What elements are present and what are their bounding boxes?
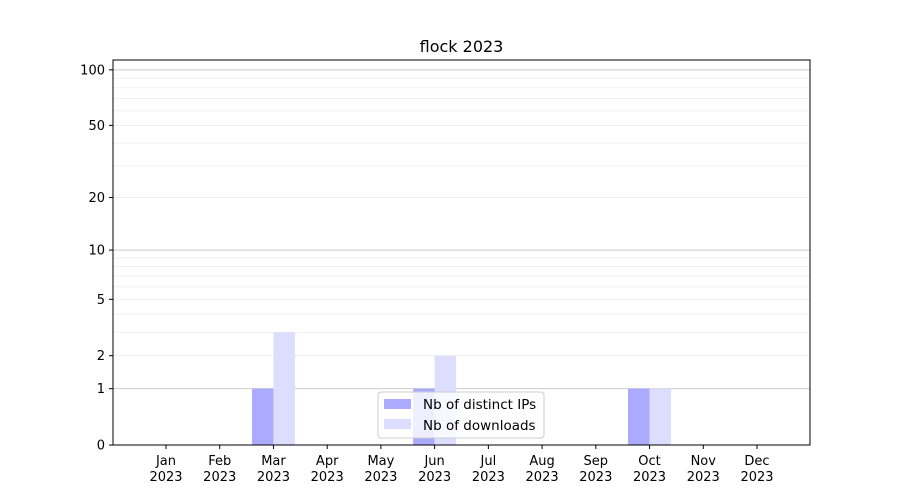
bar-downloads: [649, 388, 672, 445]
x-tick-label: 2023: [633, 470, 666, 485]
legend-swatch-ips: [384, 399, 411, 409]
y-tick-label: 0: [97, 439, 105, 454]
x-tick-label: Apr: [316, 454, 339, 469]
y-axis: 0 1 2 5 10 20 50 100: [80, 63, 113, 454]
y-tick-label: 5: [97, 293, 105, 308]
legend: Nb of distinct IPs Nb of downloads: [377, 391, 545, 439]
bar-ips: [251, 388, 274, 445]
x-tick-label: Jan: [155, 454, 176, 469]
x-tick-label: Nov: [691, 454, 717, 469]
y-tick-label: 100: [80, 63, 105, 78]
x-tick-label: Mar: [261, 454, 286, 469]
y-tick-label: 1: [97, 382, 105, 397]
x-tick-label: Oct: [638, 454, 660, 469]
x-tick-label: 2023: [311, 470, 344, 485]
legend-label-ips: Nb of distinct IPs: [423, 397, 536, 413]
x-axis: Jan2023Feb2023Mar2023Apr2023May2023Jun20…: [149, 445, 774, 485]
y-tick-label: 10: [88, 244, 105, 259]
chart-title: flock 2023: [420, 37, 504, 56]
x-tick-label: 2023: [257, 470, 290, 485]
x-tick-label: Aug: [529, 454, 554, 469]
bar-ips: [628, 388, 650, 445]
y-tick-label: 50: [88, 119, 105, 134]
x-tick-label: 2023: [418, 470, 451, 485]
x-tick-label: Sep: [584, 454, 609, 469]
bar-downloads: [273, 332, 295, 445]
x-tick-label: May: [367, 454, 394, 469]
grid: [113, 69, 810, 390]
x-tick-label: 2023: [687, 470, 720, 485]
y-tick-label: 2: [97, 349, 105, 364]
x-tick-label: 2023: [203, 470, 236, 485]
x-tick-label: Feb: [208, 454, 231, 469]
x-tick-label: 2023: [740, 470, 773, 485]
x-tick-label: 2023: [579, 470, 612, 485]
x-tick-label: 2023: [526, 470, 559, 485]
x-tick-label: Jul: [480, 454, 497, 469]
y-tick-label: 20: [88, 191, 105, 206]
x-tick-label: 2023: [364, 470, 397, 485]
plot-frame: [112, 59, 811, 446]
x-tick-label: Jun: [423, 454, 444, 469]
x-tick-label: 2023: [149, 470, 182, 485]
x-tick-label: 2023: [472, 470, 505, 485]
legend-swatch-downloads: [384, 419, 411, 429]
x-tick-label: Dec: [744, 454, 769, 469]
legend-label-downloads: Nb of downloads: [423, 418, 536, 434]
